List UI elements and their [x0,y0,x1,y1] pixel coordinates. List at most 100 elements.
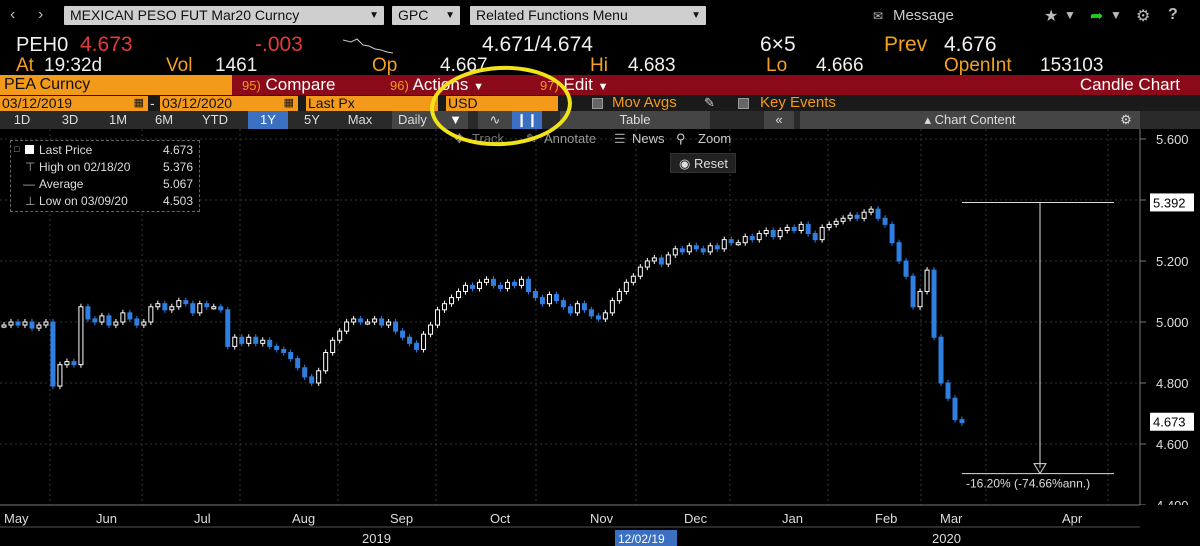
period-1d[interactable]: 1D [13,112,31,127]
key-events-checkbox[interactable] [738,98,749,109]
candle-down [560,300,566,308]
help-icon[interactable]: ? [1168,6,1178,23]
candle-down [854,214,860,219]
candle-up [756,233,762,241]
legend-collapse-icon[interactable]: □ [14,144,20,154]
calendar-icon[interactable]: ▦ [133,97,144,109]
chevron-down-icon: ▼ [597,81,609,93]
calendar-icon[interactable]: ▦ [283,97,294,109]
chevron-down-icon: ▼ [691,10,701,21]
x-tick-label: May [4,511,29,526]
reset-button[interactable]: ◉ Reset [670,153,736,173]
period-3d[interactable]: 3D [61,112,79,127]
candle-up [924,269,930,292]
export-icon[interactable]: ➦ [1090,8,1104,25]
candle-down [414,342,420,350]
related-functions-menu[interactable]: Related Functions Menu ▼ [470,6,706,25]
y-axis: 5.6005.4005.2005.0004.8004.6004.4005.392… [1139,129,1194,513]
line-chart-toggle[interactable]: ∿ [478,111,512,129]
x-tick-label: Jan [782,511,803,526]
forward-arrow-icon[interactable]: › [38,6,44,23]
candle-up [504,281,510,289]
period-1y[interactable]: 1Y [248,111,288,129]
measure-arrow-icon [1033,463,1047,475]
period-row: 1D 3D 1M 6M YTD 1Y 5Y Max Daily ▼ ∿ ❙❙ T… [0,111,1200,129]
collapse-icon[interactable]: « [764,111,794,129]
price-chart[interactable]: 5.6005.4005.2005.0004.8004.6004.4005.392… [0,129,1200,546]
prev-close: 4.676 [944,33,997,56]
candle-up [43,321,49,326]
table-button[interactable]: Table [560,111,710,129]
chart-content-label: Chart Content [934,112,1016,127]
edit-button[interactable]: 97) Edit ▼ [540,75,636,95]
chevron-down-icon: ▼ [369,10,379,21]
candle-down [658,257,664,265]
chart-toolbar: PEA Curncy 95) Compare 96) Actions ▼ 97)… [0,75,1200,95]
star-menu-caret-icon[interactable]: ▼ [1064,8,1076,22]
track-tool[interactable]: Track [472,131,505,146]
last-price: 4.673 [80,33,133,56]
mov-avgs-checkbox[interactable] [592,98,603,109]
y-tick-label: 5.000 [1156,315,1189,330]
back-arrow-icon[interactable]: ‹ [10,6,16,23]
function-select[interactable]: GPC ▼ [392,6,460,25]
candle-down [749,236,755,241]
favorite-star-icon[interactable]: ★ [1044,8,1059,25]
x-tick-label: Sep [390,511,413,526]
actions-button[interactable]: 96) Actions ▼ [390,75,530,95]
candle-up [602,312,608,320]
settings-gear-icon[interactable]: ⚙ [1136,8,1151,25]
security-select[interactable]: MEXICAN PESO FUT Mar20 Curncy ▼ [64,6,384,25]
high-label: Hi [590,55,608,76]
candle-up [847,214,853,219]
candle-up [721,239,727,250]
chart-type-label: Candle Chart [1079,75,1180,94]
at-label: At [16,55,34,76]
candle-up [735,242,741,246]
x-tick-label: Nov [590,511,614,526]
candle-up [386,321,392,326]
end-date-field[interactable]: 03/12/2020 ▦ [160,96,298,111]
period-ytd[interactable]: YTD [202,112,228,127]
start-date: 03/12/2019 [2,95,73,111]
period-6m[interactable]: 6M [154,112,174,127]
bid-ask: 4.671/4.674 [482,33,593,56]
chart-settings-gear-icon[interactable]: ⚙ [1120,112,1132,127]
end-date: 03/12/2020 [162,95,233,111]
candle-up [232,336,238,347]
candle-chart-toggle[interactable]: ❙❙ [512,111,542,129]
candle-down [253,336,259,344]
last-time: 19:32d [44,55,103,76]
candle-up [57,364,63,387]
candle-up [323,352,329,372]
start-date-field[interactable]: 03/12/2019 ▦ [0,96,148,111]
edit-hotkey: 97) [540,78,559,93]
period-5y[interactable]: 5Y [304,112,320,127]
candle-down [134,318,140,326]
export-menu-caret-icon[interactable]: ▼ [1110,8,1122,22]
currency-select[interactable]: USD [446,96,558,111]
x-tick-label: Mar [940,511,963,526]
period-1m[interactable]: 1M [108,112,128,127]
x-axis-bg [0,505,1200,546]
candle-down [588,309,594,317]
zoom-tool[interactable]: Zoom [698,131,732,146]
field-select[interactable]: Last Px [306,96,438,111]
candle-down [393,321,399,332]
candle-down [910,275,916,308]
frequency-label: Daily [398,112,427,127]
frequency-select[interactable]: Daily ▼ [392,111,468,129]
pencil-icon[interactable]: ✎ [704,95,715,110]
candle-up [64,361,70,366]
annotate-tool[interactable]: Annotate [544,131,597,146]
candle-down [714,245,720,250]
chart-content-button[interactable]: ▴ Chart Content [800,111,1140,129]
security-field[interactable]: PEA Curncy [0,75,232,95]
candle-down [539,297,545,305]
message-link[interactable]: Message [893,7,954,24]
candle-down [511,281,517,286]
compare-button[interactable]: 95) Compare [242,75,376,95]
period-max[interactable]: Max [347,112,373,127]
envelope-icon[interactable]: ✉ [873,9,884,23]
news-tool[interactable]: News [632,131,665,146]
